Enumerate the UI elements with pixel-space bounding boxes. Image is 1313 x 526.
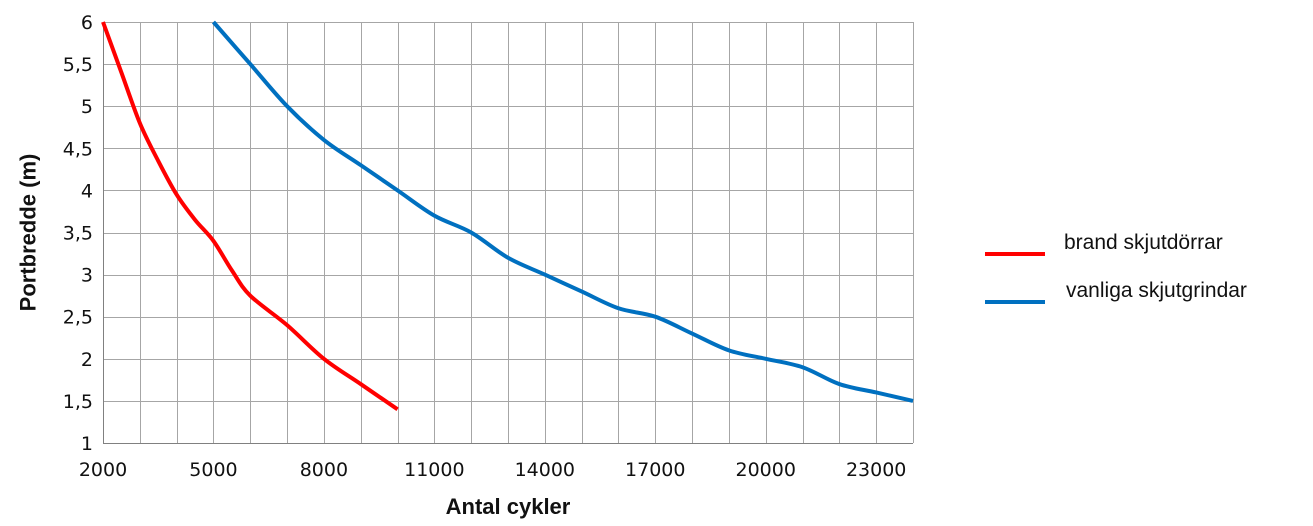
y-tick-label: 4,5 bbox=[63, 138, 93, 160]
y-axis-title: Portbredde (m) bbox=[16, 154, 41, 312]
series-line-2 bbox=[211, 20, 914, 403]
grid bbox=[103, 22, 914, 444]
x-tick-label: 17000 bbox=[625, 459, 685, 481]
series-layer bbox=[101, 20, 914, 411]
x-tick-label: 14000 bbox=[515, 459, 575, 481]
x-axis-title: Antal cykler bbox=[446, 494, 571, 519]
y-tick-label: 5,5 bbox=[63, 54, 93, 76]
legend: brand skjutdörrar vanliga skjutgrindar bbox=[985, 231, 1247, 304]
x-tick-label: 23000 bbox=[846, 459, 906, 481]
y-tick-label: 3,5 bbox=[63, 223, 93, 245]
y-tick-label: 1 bbox=[81, 433, 93, 455]
y-tick-labels: 1 1,5 2 2,5 3 3,5 4 4,5 5 5,5 6 bbox=[63, 12, 93, 455]
series-line-1 bbox=[101, 21, 399, 411]
y-tick-label: 2,5 bbox=[63, 307, 93, 329]
legend-label-2: vanliga skjutgrindar bbox=[1066, 279, 1247, 302]
y-tick-label: 1,5 bbox=[63, 391, 93, 413]
y-tick-label: 2 bbox=[81, 349, 93, 371]
y-tick-label: 6 bbox=[81, 12, 93, 34]
x-tick-label: 20000 bbox=[736, 459, 796, 481]
y-tick-label: 5 bbox=[81, 96, 93, 118]
y-tick-label: 3 bbox=[81, 265, 93, 287]
x-tick-label: 8000 bbox=[300, 459, 348, 481]
x-tick-label: 5000 bbox=[189, 459, 237, 481]
legend-label-1: brand skjutdörrar bbox=[1064, 231, 1223, 254]
y-tick-label: 4 bbox=[81, 180, 93, 202]
x-tick-label: 2000 bbox=[79, 459, 127, 481]
x-tick-label: 11000 bbox=[404, 459, 464, 481]
x-tick-labels: 2000 5000 8000 11000 14000 17000 20000 23000 bbox=[79, 459, 907, 481]
